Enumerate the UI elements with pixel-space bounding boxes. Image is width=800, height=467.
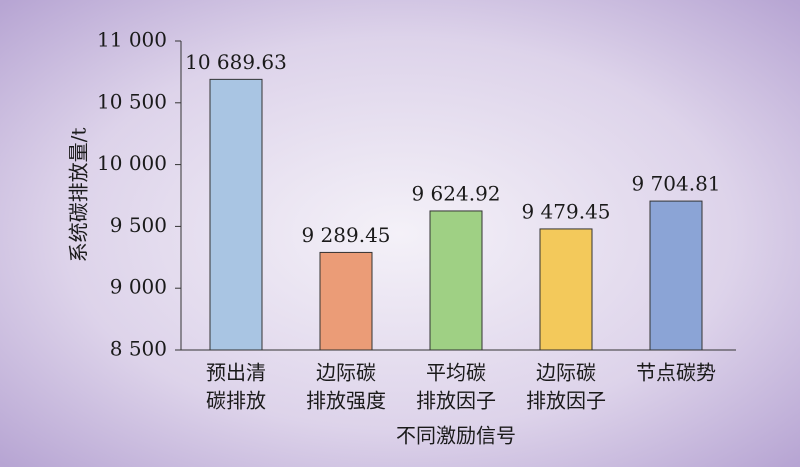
value-label: 10 689.63 bbox=[185, 50, 287, 74]
y-tick-label: 10 500 bbox=[97, 89, 167, 113]
value-label: 9 479.45 bbox=[521, 199, 610, 223]
value-label: 9 289.45 bbox=[301, 223, 390, 247]
y-tick-label: 9 000 bbox=[110, 275, 167, 299]
bar bbox=[429, 210, 483, 351]
bar bbox=[539, 228, 593, 351]
value-label: 9 624.92 bbox=[411, 181, 500, 205]
x-tick-label: 排放因子 bbox=[416, 389, 496, 413]
x-tick-label: 碳排放 bbox=[206, 389, 266, 413]
x-axis-title: 不同激励信号 bbox=[396, 424, 516, 448]
y-axis-title: 系统碳排放量/t bbox=[67, 128, 91, 263]
y-tick-label: 11 000 bbox=[97, 28, 167, 52]
x-tick-label: 平均碳 bbox=[426, 361, 486, 385]
x-tick-label: 边际碳 bbox=[536, 361, 596, 385]
bar bbox=[209, 78, 263, 351]
y-tick-label: 10 000 bbox=[97, 151, 167, 175]
x-tick-label: 排放因子 bbox=[526, 389, 606, 413]
x-tick-label: 边际碳 bbox=[316, 361, 376, 385]
value-label: 9 704.81 bbox=[631, 172, 720, 196]
bar bbox=[649, 200, 703, 351]
x-tick-label: 节点碳势 bbox=[636, 361, 716, 385]
bar bbox=[319, 251, 373, 351]
y-tick-label: 8 500 bbox=[110, 337, 167, 361]
x-tick-label: 排放强度 bbox=[306, 389, 386, 413]
y-tick-label: 9 500 bbox=[110, 213, 167, 237]
x-tick-label: 预出清 bbox=[206, 361, 266, 385]
